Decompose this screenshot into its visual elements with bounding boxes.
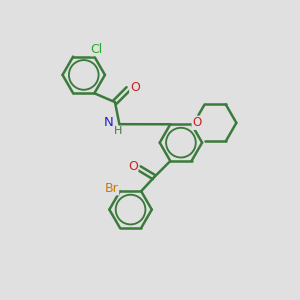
Text: O: O [130, 81, 140, 94]
Text: O: O [128, 160, 138, 173]
Text: H: H [114, 126, 122, 136]
Text: N: N [103, 116, 113, 129]
Text: Br: Br [105, 182, 118, 195]
Text: O: O [192, 116, 202, 129]
Text: O: O [192, 116, 202, 129]
Text: Cl: Cl [91, 43, 103, 56]
